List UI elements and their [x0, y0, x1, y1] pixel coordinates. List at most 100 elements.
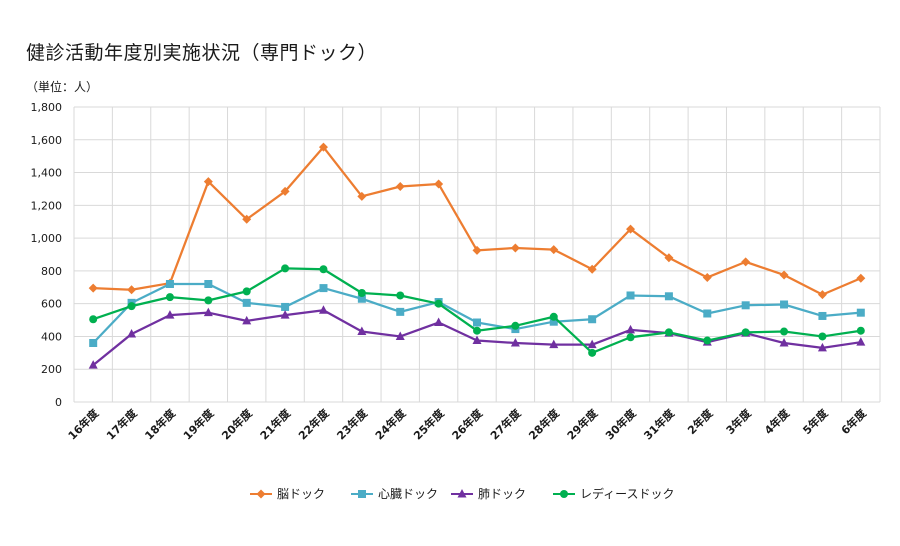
series-4 — [89, 264, 865, 357]
y-tick-label: 1,000 — [31, 232, 63, 245]
data-point — [818, 332, 827, 341]
data-point — [549, 312, 558, 321]
data-point — [664, 253, 674, 263]
data-point — [357, 191, 367, 201]
x-tick-label: 21年度 — [257, 406, 294, 443]
y-tick-label: 1,200 — [31, 199, 63, 212]
legend-marker — [457, 489, 467, 498]
data-point — [626, 324, 636, 334]
x-tick-label: 4年度 — [761, 406, 793, 438]
data-point — [89, 339, 98, 347]
y-tick-label: 1,600 — [31, 134, 63, 147]
legend-marker — [560, 490, 568, 498]
data-point — [741, 257, 751, 267]
x-tick-label: 31年度 — [641, 406, 678, 443]
x-tick-label: 28年度 — [526, 406, 563, 443]
data-point — [280, 310, 290, 319]
data-point — [587, 264, 597, 274]
series-2 — [89, 280, 865, 347]
data-point — [817, 342, 827, 352]
data-point — [434, 299, 443, 308]
x-tick-label: 5年度 — [800, 406, 832, 438]
data-point — [281, 264, 290, 273]
data-point — [702, 272, 712, 282]
data-point — [779, 338, 789, 347]
data-point — [434, 179, 444, 189]
x-tick-label: 25年度 — [410, 406, 447, 443]
data-point — [780, 327, 789, 336]
data-point — [856, 326, 865, 335]
data-point — [204, 296, 213, 305]
data-point — [88, 283, 98, 293]
x-tick-label: 6年度 — [838, 406, 870, 438]
x-tick-label: 18年度 — [142, 406, 179, 443]
data-point — [856, 273, 866, 283]
legend-label: レディースドック — [580, 486, 675, 501]
y-tick-label: 400 — [41, 330, 62, 343]
data-point — [357, 326, 367, 336]
data-point — [165, 293, 174, 302]
legend-marker — [256, 489, 266, 499]
data-point — [242, 287, 251, 296]
data-point — [626, 291, 635, 300]
data-point — [472, 245, 482, 255]
data-point — [856, 337, 866, 346]
data-point — [127, 302, 136, 311]
y-tick-label: 800 — [41, 265, 62, 278]
data-point — [319, 265, 328, 274]
data-point — [626, 333, 635, 342]
legend-item: 脳ドック — [250, 487, 325, 501]
data-point — [319, 284, 328, 293]
data-point — [165, 310, 175, 319]
data-point — [357, 289, 366, 298]
data-point — [588, 315, 597, 324]
x-tick-label: 3年度 — [723, 406, 755, 438]
data-point — [510, 338, 520, 347]
legend-item: レディースドック — [553, 486, 675, 501]
data-point — [664, 328, 673, 337]
data-point — [242, 298, 251, 307]
legend-label: 脳ドック — [277, 487, 325, 501]
data-point — [817, 290, 827, 300]
x-tick-label: 30年度 — [602, 406, 639, 443]
data-point — [242, 315, 252, 325]
x-tick-label: 24年度 — [372, 406, 409, 443]
data-point — [395, 331, 405, 340]
x-tick-label: 20年度 — [219, 406, 256, 443]
data-point — [280, 186, 290, 196]
data-point — [510, 243, 520, 253]
data-point — [664, 292, 673, 301]
data-point — [396, 307, 405, 316]
legend: 脳ドック 心臓ドック 肺ドック レディースドック — [250, 486, 675, 501]
data-point — [856, 308, 865, 317]
series-line — [93, 146, 862, 296]
data-point — [396, 291, 405, 300]
data-point — [89, 315, 98, 324]
data-point — [473, 318, 481, 327]
data-point — [88, 360, 98, 369]
data-point — [203, 177, 213, 187]
data-point — [741, 301, 750, 310]
data-point — [357, 294, 366, 303]
data-point — [549, 317, 558, 326]
data-point — [242, 214, 252, 224]
legend-item: 心臓ドック — [351, 487, 438, 501]
y-tick-label: 200 — [41, 363, 62, 376]
data-point — [511, 321, 520, 330]
data-point — [127, 285, 137, 295]
legend-label: 心臓ドック — [378, 487, 438, 501]
data-point — [281, 302, 290, 311]
data-point — [127, 328, 137, 338]
x-tick-label: 26年度 — [449, 406, 486, 443]
data-point — [549, 245, 559, 255]
x-tick-label: 27年度 — [487, 406, 524, 443]
data-point — [318, 305, 328, 314]
series-1 — [88, 142, 866, 300]
data-point — [472, 335, 482, 345]
data-point — [318, 142, 328, 152]
data-point — [434, 317, 444, 327]
data-point — [549, 339, 559, 349]
gridlines — [73, 106, 881, 403]
x-tick-label: 17年度 — [103, 406, 140, 443]
